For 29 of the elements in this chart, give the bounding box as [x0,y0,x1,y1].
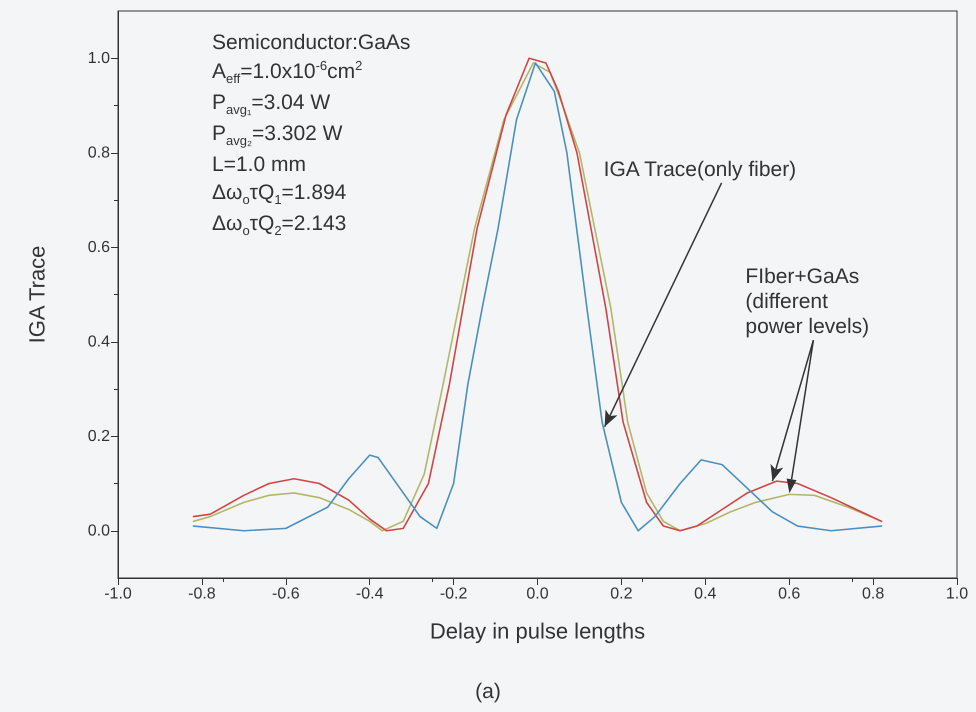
annotation: P$_{avg₂}$=3.302 W [212,120,344,149]
y-tick-label: 0.0 [88,522,110,540]
annotation: Δω$_{o}$τQ$_{2}$=2.143 [212,210,348,238]
y-axis-title: IGA Trace [24,246,50,344]
text: (a) [474,680,502,704]
y-tick-label: 1.0 [88,50,110,67]
x-tick-label: -0.8 [188,586,216,602]
x-tick-label: -0.4 [356,586,384,602]
x-tick-label: -0.2 [440,586,468,602]
x-tick-label: -0.6 [272,586,300,602]
y-tick-label: 0.2 [88,428,110,445]
y-tick-label: 0.8 [88,144,110,162]
x-tick-label: 1.0 [946,586,968,602]
annotation: Δω$_{o}$τQ$_{1}$=1.894 [212,180,348,208]
annotation: A$_{eff}$=1.0x10$^{-6}$cm$^{2}$ [212,58,364,87]
x-tick-label: 0.0 [526,586,549,602]
annotation: FIber+GaAs (different power levels) [745,264,870,340]
annotation: L=1.0 mm [212,152,307,177]
y-tick-label: 0.6 [88,238,110,256]
y-tick-label: 0.4 [88,333,110,350]
x-axis-title: Delay in pulse lengths [430,618,646,644]
x-tick-label: 0.8 [862,586,884,602]
x-tick-label: 0.4 [694,586,717,602]
annotation: Semiconductor:GaAs [212,30,410,56]
annotation: P$_{avg₁}$=3.04 W [212,90,332,118]
x-tick-label: -1.0 [104,586,132,602]
x-tick-label: 0.2 [610,586,633,602]
x-tick-label: 0.6 [778,586,800,602]
annotation: IGA Trace(only fiber) [604,156,796,182]
